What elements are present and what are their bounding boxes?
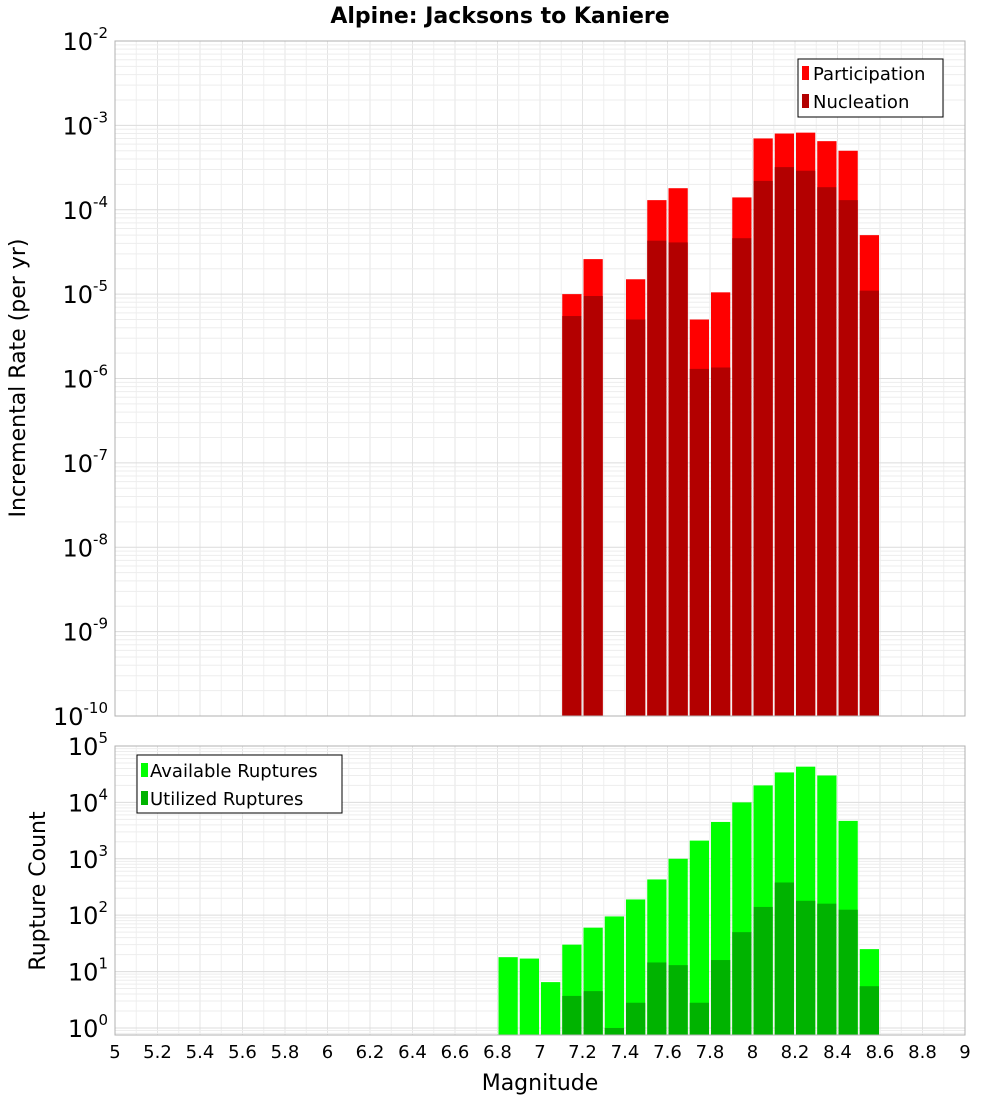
available-legend-swatch <box>141 763 148 777</box>
count-bar-available-ruptures <box>498 957 518 1035</box>
utilized-legend-label: Utilized Ruptures <box>150 789 303 810</box>
available-legend-label: Available Ruptures <box>150 761 318 782</box>
count-y-tick-label: 104 <box>68 785 108 817</box>
rate-bar-nucleation <box>647 240 667 717</box>
x-tick-label: 7.8 <box>696 1042 725 1063</box>
rate-y-tick-label: 10-2 <box>62 24 108 56</box>
rate-y-tick-label: 10-7 <box>62 446 108 478</box>
x-axis-label: Magnitude <box>482 1071 599 1096</box>
count-bar-available-ruptures <box>626 899 646 1035</box>
count-bar-utilized-ruptures <box>668 965 688 1035</box>
count-y-tick-labels: 100 101 102 103 104 105 <box>68 729 108 1043</box>
rate-bar-nucleation <box>562 316 582 716</box>
count-bar-utilized-ruptures <box>753 906 773 1035</box>
count-bar-utilized-ruptures <box>774 882 794 1035</box>
rate-y-tick-label: 10-3 <box>62 108 108 140</box>
x-tick-label: 6.2 <box>356 1042 385 1063</box>
count-bar-utilized-ruptures <box>711 960 731 1035</box>
count-bar-utilized-ruptures <box>562 995 582 1035</box>
x-tick-label: 7.2 <box>568 1042 597 1063</box>
participation-legend-label: Participation <box>813 64 925 85</box>
count-bar-utilized-ruptures <box>583 991 603 1035</box>
count-bar-utilized-ruptures <box>838 909 858 1035</box>
count-bar-available-ruptures <box>519 958 539 1035</box>
x-tick-label: 9 <box>959 1042 970 1063</box>
x-tick-label: 6.6 <box>441 1042 470 1063</box>
rate-bar-nucleation <box>817 187 837 716</box>
x-tick-label: 5.4 <box>186 1042 215 1063</box>
count-bar-utilized-ruptures <box>626 1002 646 1035</box>
rate-gridlines <box>114 40 966 717</box>
rate-bars <box>562 132 879 717</box>
count-y-tick-label: 103 <box>68 842 108 874</box>
rate-bar-nucleation <box>753 180 773 716</box>
rate-y-tick-label: 10-4 <box>62 193 108 225</box>
nucleation-legend-swatch <box>802 94 809 108</box>
utilized-legend-swatch <box>141 791 148 805</box>
rate-bar-nucleation <box>689 368 709 716</box>
rate-bar-nucleation <box>859 290 879 716</box>
rate-legend: Participation Nucleation <box>797 58 944 118</box>
count-bar-utilized-ruptures <box>796 900 816 1035</box>
x-tick-label: 8 <box>747 1042 758 1063</box>
x-tick-label: 5.8 <box>271 1042 300 1063</box>
rate-panel: 10-10 10-9 10-8 10-7 10-6 10-5 10-4 10-3 10-2 In… <box>6 24 966 731</box>
count-bar-utilized-ruptures <box>732 932 752 1035</box>
rate-bar-nucleation <box>796 170 816 716</box>
count-bar-available-ruptures <box>541 982 561 1035</box>
rate-y-tick-label: 10-10 <box>53 699 108 731</box>
rate-y-tick-label: 10-8 <box>62 530 108 562</box>
count-y-tick-label: 100 <box>68 1011 108 1043</box>
x-tick-label: 7 <box>534 1042 545 1063</box>
x-tick-labels: 5 5.2 5.4 5.6 5.8 6 6.2 6.4 6.6 6.8 7 7.2 7.4 7.6 7.8 8… <box>109 1042 970 1063</box>
count-bar-utilized-ruptures <box>859 986 879 1035</box>
x-tick-label: 7.4 <box>611 1042 640 1063</box>
x-tick-label: 5.6 <box>228 1042 257 1063</box>
x-tick-label: 6.4 <box>398 1042 427 1063</box>
rate-legend-box <box>797 58 944 118</box>
count-bar-utilized-ruptures <box>689 1002 709 1035</box>
x-tick-label: 6.8 <box>483 1042 512 1063</box>
rate-y-tick-label: 10-9 <box>62 615 108 647</box>
rate-bar-nucleation <box>838 200 858 716</box>
x-tick-label: 7.6 <box>653 1042 682 1063</box>
x-tick-label: 8.4 <box>823 1042 852 1063</box>
rate-plot-frame <box>114 40 966 717</box>
count-bar-utilized-ruptures <box>647 962 667 1035</box>
x-tick-label: 5.2 <box>143 1042 172 1063</box>
rate-y-axis-label: Incremental Rate (per yr) <box>6 239 31 518</box>
count-plot-frame <box>114 745 966 1036</box>
rate-y-tick-label: 10-6 <box>62 362 108 394</box>
nucleation-legend-label: Nucleation <box>813 92 909 113</box>
rate-bar-nucleation <box>774 167 794 716</box>
rate-y-tick-label: 10-5 <box>62 277 108 309</box>
count-bar-available-ruptures <box>689 840 709 1035</box>
x-tick-label: 8.8 <box>908 1042 937 1063</box>
x-tick-label: 5 <box>109 1042 120 1063</box>
count-panel: 100 101 102 103 104 105 Rupture Count Availab… <box>26 729 966 1043</box>
count-y-tick-label: 102 <box>68 898 108 930</box>
x-tick-label: 6 <box>322 1042 333 1063</box>
count-y-axis-label: Rupture Count <box>26 811 51 971</box>
x-tick-label: 8.2 <box>781 1042 810 1063</box>
x-tick-label: 8.6 <box>866 1042 895 1063</box>
count-bar-utilized-ruptures <box>817 903 837 1035</box>
chart-title: Alpine: Jacksons to Kaniere <box>330 4 669 29</box>
count-legend-box <box>136 754 343 814</box>
rate-bar-nucleation <box>711 367 731 716</box>
rate-bar-nucleation <box>626 319 646 716</box>
rate-bar-nucleation <box>668 242 688 716</box>
count-bars <box>498 766 879 1035</box>
rate-y-tick-labels: 10-10 10-9 10-8 10-7 10-6 10-5 10-4 10-3 10-2 <box>53 24 108 731</box>
participation-legend-swatch <box>802 66 809 80</box>
count-bar-available-ruptures <box>604 916 624 1035</box>
count-bar-utilized-ruptures <box>604 1027 624 1035</box>
rate-bar-nucleation <box>583 296 603 716</box>
count-y-tick-label: 101 <box>68 955 108 987</box>
count-legend: Available Ruptures Utilized Ruptures <box>136 754 343 814</box>
rate-bar-nucleation <box>732 238 752 716</box>
count-y-tick-label: 105 <box>68 729 108 761</box>
